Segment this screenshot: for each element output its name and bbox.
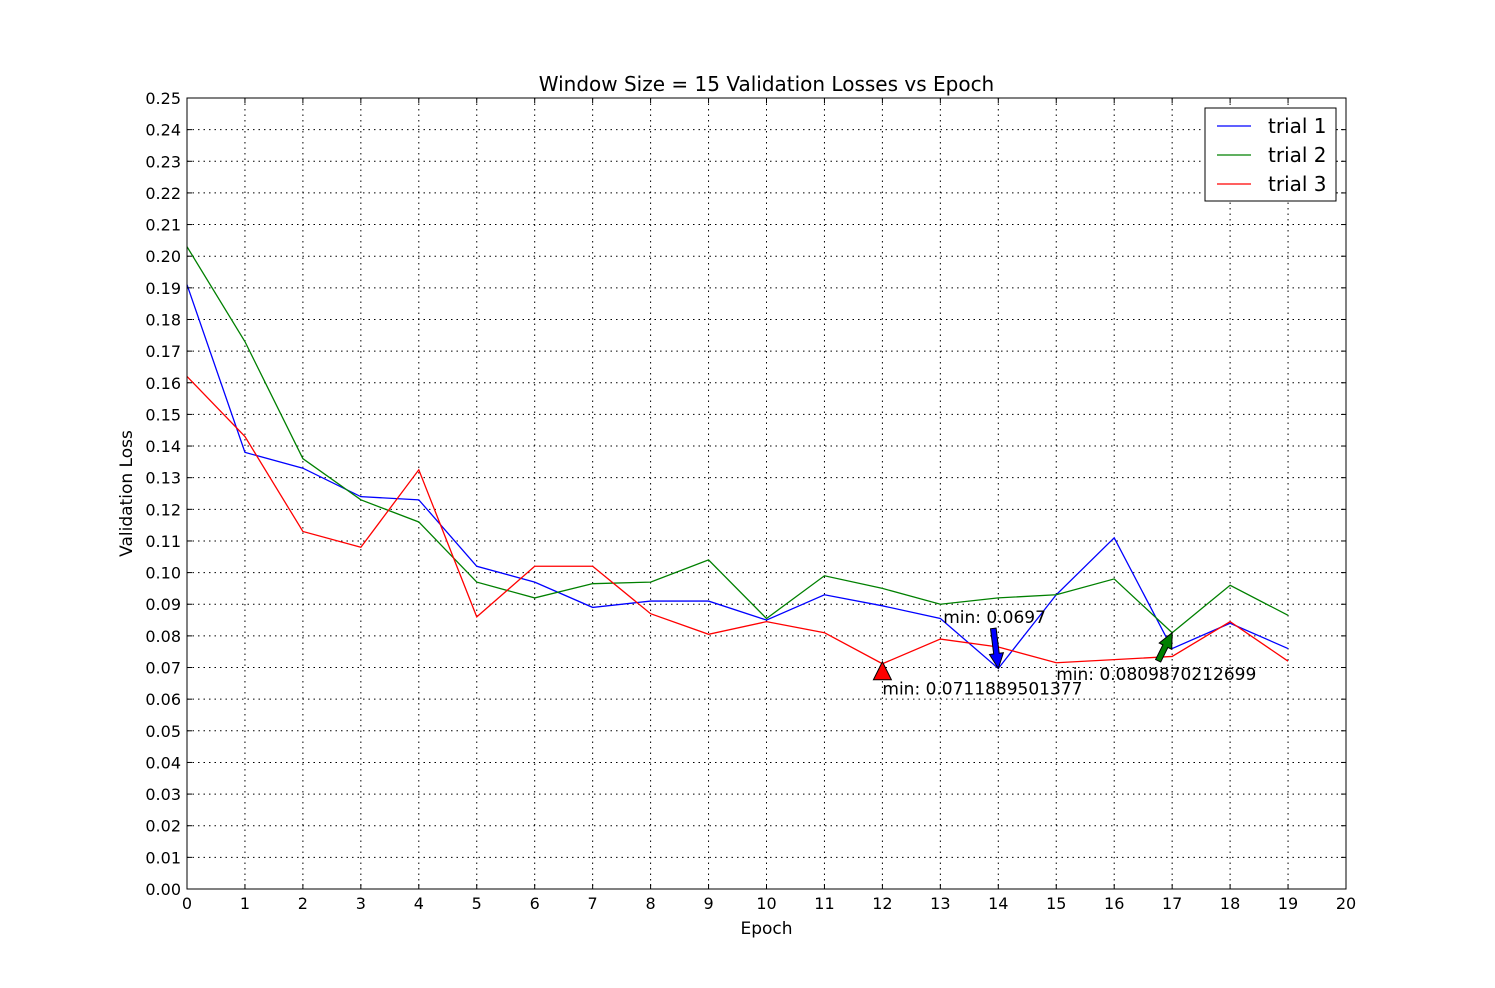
x-tick-label: 11 [814, 894, 834, 913]
x-tick-label: 20 [1336, 894, 1356, 913]
annotation-arrow [988, 627, 1005, 670]
x-tick-label: 6 [530, 894, 540, 913]
y-axis-label: Validation Loss [117, 430, 137, 557]
x-tick-label: 5 [472, 894, 482, 913]
legend-label: trial 2 [1268, 143, 1327, 167]
x-tick-label: 18 [1220, 894, 1240, 913]
y-tick-label: 0.14 [145, 437, 181, 456]
x-tick-label: 0 [182, 894, 192, 913]
y-tick-label: 0.04 [145, 753, 181, 772]
x-tick-label: 14 [988, 894, 1008, 913]
y-tick-label: 0.09 [145, 595, 181, 614]
gridlines [187, 98, 1346, 889]
x-tick-label: 10 [756, 894, 776, 913]
x-axis-label: Epoch [740, 919, 792, 939]
x-tick-label: 9 [703, 894, 713, 913]
x-tick-label: 7 [588, 894, 598, 913]
x-tick-label: 4 [414, 894, 424, 913]
legend-label: trial 3 [1268, 172, 1327, 196]
chart-title: Window Size = 15 Validation Losses vs Ep… [539, 72, 994, 96]
annotation-arrow [872, 660, 893, 681]
y-tick-label: 0.25 [145, 89, 181, 108]
annotation-text: min: 0.0711889501377 [882, 679, 1082, 699]
y-tick-label: 0.12 [145, 500, 181, 519]
y-tick-label: 0.22 [145, 184, 181, 203]
y-tick-label: 0.17 [145, 342, 181, 361]
y-tick-label: 0.11 [145, 532, 181, 551]
y-tick-label: 0.21 [145, 216, 181, 235]
x-tick-label: 12 [872, 894, 892, 913]
x-tick-label: 13 [930, 894, 950, 913]
series-line-1 [186, 284, 1289, 670]
y-tick-label: 0.23 [145, 152, 181, 171]
y-tick-label: 0.18 [145, 310, 181, 329]
x-tick-label: 16 [1104, 894, 1124, 913]
series-lines [186, 246, 1289, 670]
y-tick-label: 0.02 [145, 817, 181, 836]
x-tick-label: 19 [1278, 894, 1298, 913]
x-tick-label: 3 [356, 894, 366, 913]
axis-ticks: 0 1 2 3 4 5 6 7 8 9 10 11 12 13 14 15 16 17 18 19 200.000.01… [145, 89, 1356, 913]
y-tick-label: 0.06 [145, 690, 181, 709]
x-tick-label: 8 [646, 894, 656, 913]
annotation-text: min: 0.0809870212699 [1056, 665, 1256, 685]
y-tick-label: 0.05 [145, 722, 181, 741]
annotation-arrow [1154, 631, 1173, 663]
y-tick-label: 0.20 [145, 247, 181, 266]
series-line-3 [186, 375, 1289, 665]
y-tick-label: 0.01 [145, 848, 181, 867]
y-tick-label: 0.16 [145, 374, 181, 393]
y-tick-label: 0.10 [145, 564, 181, 583]
y-tick-label: 0.24 [145, 121, 181, 140]
annotation-text: min: 0.0697 [943, 608, 1046, 628]
x-tick-label: 15 [1046, 894, 1066, 913]
y-tick-label: 0.00 [145, 880, 181, 899]
y-tick-label: 0.13 [145, 469, 181, 488]
y-tick-label: 0.07 [145, 659, 181, 678]
y-tick-label: 0.08 [145, 627, 181, 646]
y-tick-label: 0.19 [145, 279, 181, 298]
y-tick-label: 0.03 [145, 785, 181, 804]
y-tick-label: 0.15 [145, 405, 181, 424]
x-tick-label: 17 [1162, 894, 1182, 913]
series-line-2 [186, 246, 1289, 634]
x-tick-label: 2 [298, 894, 308, 913]
legend-label: trial 1 [1268, 114, 1327, 138]
legend: trial 1 trial 2 trial 3 [1204, 107, 1337, 202]
x-tick-label: 1 [240, 894, 250, 913]
